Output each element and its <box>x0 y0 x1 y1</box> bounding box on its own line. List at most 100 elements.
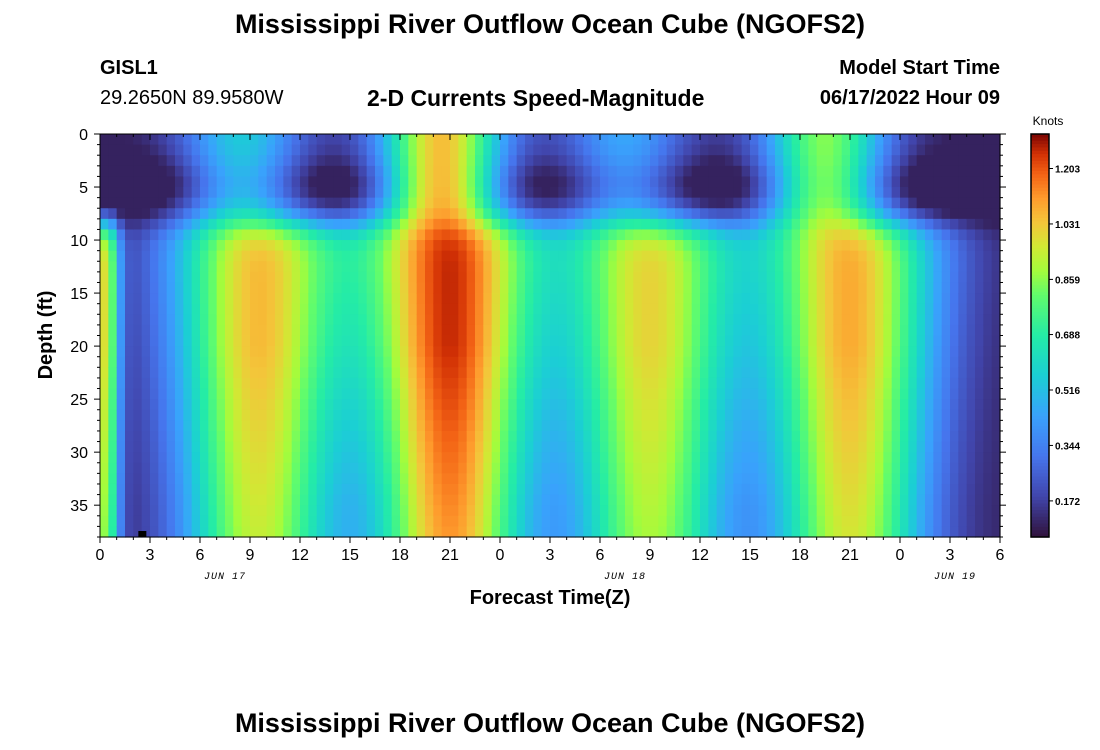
heatmap-cell <box>683 208 693 220</box>
heatmap-cell <box>725 452 734 464</box>
heatmap-cell <box>458 367 468 379</box>
heatmap-cell <box>983 399 993 411</box>
heatmap-cell <box>208 399 218 411</box>
heatmap-cell <box>533 409 543 421</box>
heatmap-cell <box>700 293 709 305</box>
heatmap-cell <box>100 134 109 146</box>
heatmap-cell <box>158 420 168 432</box>
heatmap-cell <box>250 388 259 400</box>
heatmap-cell <box>508 356 518 368</box>
x-tick-label: 3 <box>146 547 155 564</box>
heatmap-cell <box>866 282 876 294</box>
heatmap-cell <box>416 335 426 347</box>
colorbar-swatch <box>1031 416 1049 421</box>
heatmap-cell <box>650 356 659 368</box>
heatmap-cell <box>425 144 434 156</box>
heatmap-cell <box>316 441 326 453</box>
heatmap-cell <box>441 356 451 368</box>
heatmap-cell <box>566 356 576 368</box>
heatmap-cell <box>366 367 376 379</box>
colorbar-swatch <box>1031 500 1049 505</box>
heatmap-cell <box>458 176 468 188</box>
heatmap-cell <box>966 505 976 517</box>
heatmap-cell <box>391 229 401 241</box>
heatmap-cell <box>700 134 709 146</box>
heatmap-cell <box>108 367 118 379</box>
heatmap-cell <box>608 229 618 241</box>
heatmap-cell <box>258 155 268 167</box>
heatmap-cell <box>141 229 151 241</box>
heatmap-cell <box>275 134 284 146</box>
heatmap-cell <box>808 346 818 358</box>
heatmap-cell <box>958 187 968 199</box>
heatmap-cell <box>950 505 959 517</box>
heatmap-cell <box>341 314 351 326</box>
heatmap-cell <box>966 526 976 538</box>
heatmap-cell <box>983 314 993 326</box>
heatmap-cell <box>958 271 968 284</box>
heatmap-cell <box>308 187 318 199</box>
heatmap-cell <box>466 240 476 252</box>
heatmap-cell <box>375 346 384 358</box>
heatmap-cell <box>433 526 443 538</box>
heatmap-cell <box>891 240 901 252</box>
heatmap-cell <box>850 293 859 305</box>
heatmap-cell <box>866 452 876 464</box>
heatmap-cell <box>808 303 818 315</box>
heatmap-cell <box>408 314 418 326</box>
heatmap-cell <box>700 430 709 443</box>
heatmap-cell <box>750 420 759 432</box>
heatmap-cell <box>708 377 718 390</box>
heatmap-cell <box>991 303 1001 315</box>
heatmap-cell <box>558 218 568 231</box>
heatmap-cell <box>666 515 676 527</box>
heatmap-cell <box>666 494 676 506</box>
heatmap-cell <box>966 314 976 326</box>
heatmap-cell <box>883 314 893 326</box>
heatmap-cell <box>766 430 776 443</box>
heatmap-cell <box>533 494 543 506</box>
heatmap-cell <box>975 483 984 496</box>
heatmap-cell <box>641 197 651 209</box>
heatmap-cell <box>183 314 193 326</box>
heatmap-cell <box>508 335 518 347</box>
heatmap-cell <box>308 505 318 517</box>
heatmap-cell <box>983 282 993 294</box>
heatmap-cell <box>625 240 634 252</box>
heatmap-cell <box>783 462 793 474</box>
heatmap-cell <box>683 377 693 390</box>
heatmap-cell <box>666 229 676 241</box>
heatmap-cell <box>208 377 218 390</box>
heatmap-cell <box>833 303 843 315</box>
heatmap-cell <box>875 240 884 252</box>
heatmap-cell <box>725 494 734 506</box>
heatmap-cell <box>183 346 193 358</box>
heatmap-cell <box>283 473 293 485</box>
heatmap-cell <box>383 303 393 315</box>
heatmap-cell <box>391 218 401 231</box>
heatmap-cell <box>475 377 484 390</box>
heatmap-cell <box>958 218 968 231</box>
heatmap-cell <box>458 271 468 284</box>
heatmap-cell <box>391 356 401 368</box>
heatmap-cell <box>916 367 926 379</box>
heatmap-cell <box>525 420 534 432</box>
heatmap-cell <box>925 261 934 273</box>
heatmap-cell <box>991 409 1001 421</box>
heatmap-cell <box>350 430 359 443</box>
heatmap-cell <box>683 197 693 209</box>
heatmap-cell <box>966 452 976 464</box>
heatmap-cell <box>525 526 534 538</box>
heatmap-cell <box>433 399 443 411</box>
heatmap-cell <box>200 187 209 199</box>
heatmap-cell <box>675 303 684 315</box>
heatmap-cell <box>316 144 326 156</box>
heatmap-cell <box>350 462 359 474</box>
heatmap-cell <box>116 271 126 284</box>
heatmap-cell <box>100 473 109 485</box>
heatmap-cell <box>391 293 401 305</box>
heatmap-cell <box>933 324 943 337</box>
heatmap-cell <box>658 197 668 209</box>
heatmap-cell <box>841 377 851 390</box>
heatmap-cell <box>850 335 859 347</box>
